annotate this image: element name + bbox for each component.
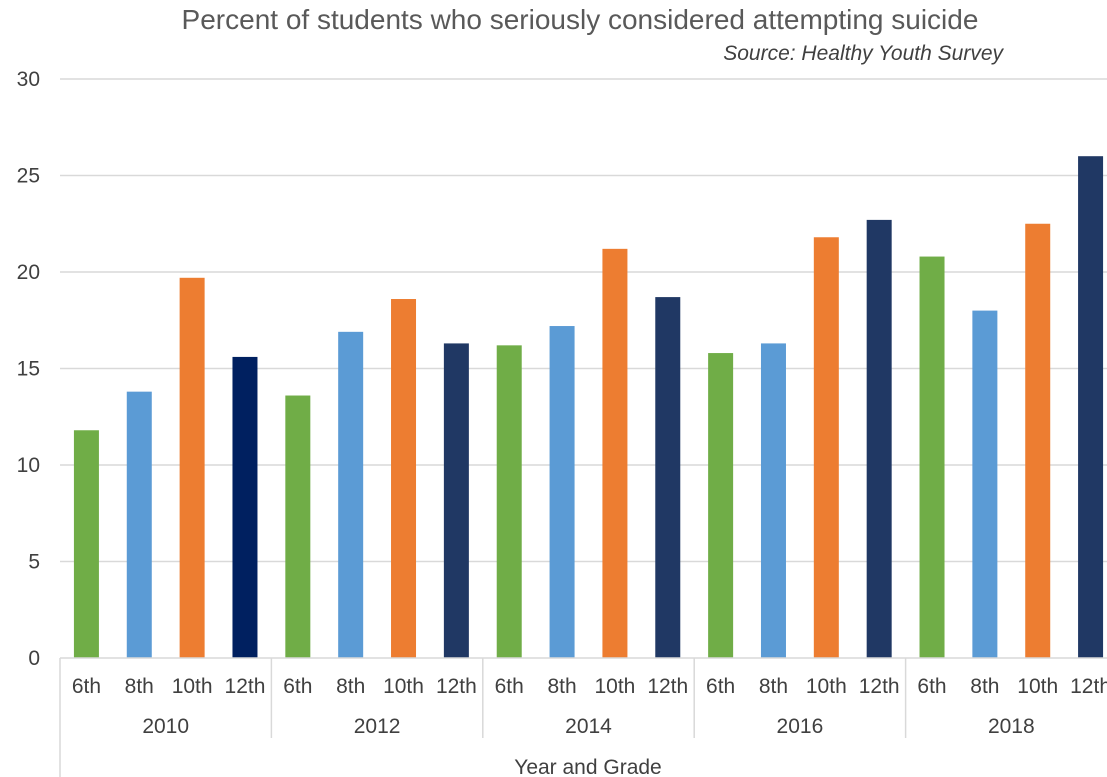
axes: 0 5 10 15 20 25 30 6th 8th 10th 12th 2010 6th 8th 10th…	[17, 68, 1107, 777]
bars	[73, 156, 1104, 658]
bar-2010-10th	[179, 277, 205, 658]
bar-2012-12th	[443, 343, 469, 658]
bar-2014-12th	[655, 297, 681, 658]
x-tick-label: 6th	[283, 675, 312, 698]
bar-2014-8th	[549, 326, 575, 658]
x-tick-label: 12th	[436, 675, 477, 698]
x-tick-label: 10th	[806, 675, 847, 698]
x-tick-label: 10th	[172, 675, 213, 698]
year-label: 2012	[354, 715, 401, 738]
bar-2010-8th	[126, 391, 152, 658]
year-label: 2018	[988, 715, 1035, 738]
chart-title: Percent of students who seriously consid…	[181, 4, 979, 35]
x-tick-label: 6th	[495, 675, 524, 698]
x-tick-label: 12th	[647, 675, 688, 698]
bar-2010-12th	[232, 356, 258, 658]
year-label: 2014	[565, 715, 612, 738]
x-tick-label: 6th	[917, 675, 946, 698]
x-tick-label: 8th	[970, 675, 999, 698]
bar-2012-8th	[338, 331, 364, 658]
bar-2010-6th	[73, 430, 99, 658]
bar-2016-6th	[708, 353, 734, 658]
x-tick-label: 8th	[547, 675, 576, 698]
bar-2014-10th	[602, 248, 628, 658]
bar-2018-6th	[919, 256, 945, 658]
y-tick-label: 5	[28, 551, 40, 574]
gridlines	[60, 78, 1107, 563]
y-tick-label: 15	[17, 358, 40, 381]
bar-2012-10th	[391, 299, 417, 658]
x-tick-label: 6th	[706, 675, 735, 698]
x-tick-label: 12th	[225, 675, 266, 698]
y-tick-label: 10	[17, 454, 40, 477]
x-tick-label: 10th	[1017, 675, 1058, 698]
bar-2012-6th	[285, 395, 311, 658]
year-label: 2016	[777, 715, 824, 738]
chart-subtitle: Source: Healthy Youth Survey	[723, 42, 1003, 65]
bar-2016-10th	[813, 237, 839, 658]
bar-2016-8th	[760, 343, 786, 658]
x-tick-label: 8th	[125, 675, 154, 698]
y-tick-label: 20	[17, 261, 40, 284]
bar-2018-10th	[1025, 223, 1051, 658]
bar-2018-12th	[1078, 156, 1104, 658]
x-tick-label: 12th	[859, 675, 900, 698]
x-tick-label: 8th	[336, 675, 365, 698]
x-tick-label: 10th	[594, 675, 635, 698]
x-axis-title: Year and Grade	[514, 756, 662, 777]
year-label: 2010	[142, 715, 189, 738]
y-tick-label: 30	[17, 68, 40, 91]
bar-2014-6th	[496, 345, 522, 658]
x-tick-label: 8th	[759, 675, 788, 698]
y-tick-label: 25	[17, 165, 40, 188]
bar-2018-8th	[972, 310, 998, 658]
x-tick-label: 6th	[72, 675, 101, 698]
x-tick-label: 12th	[1070, 675, 1107, 698]
y-tick-label: 0	[28, 647, 40, 670]
bar-2016-12th	[866, 219, 892, 658]
x-tick-label: 10th	[383, 675, 424, 698]
